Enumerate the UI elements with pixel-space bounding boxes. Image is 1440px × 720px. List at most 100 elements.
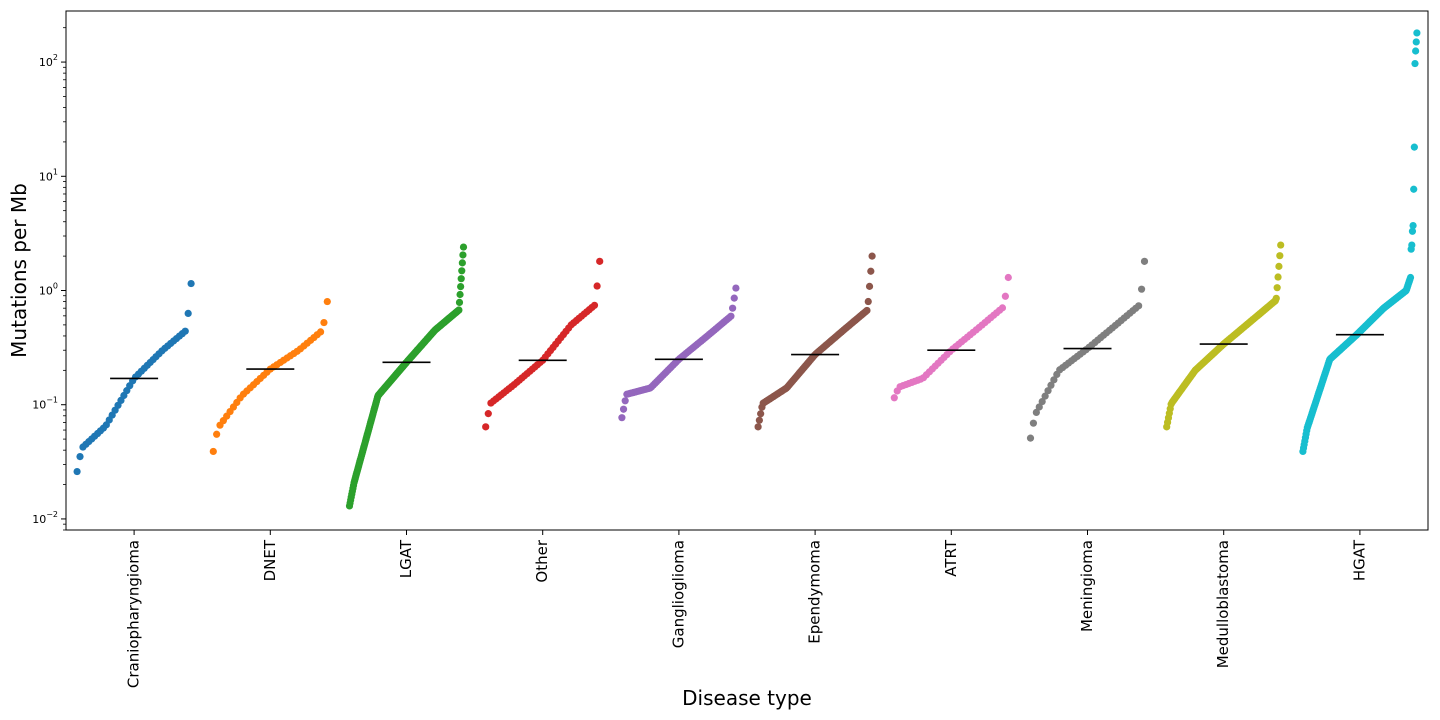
data-point [213, 430, 221, 438]
data-point [754, 423, 762, 431]
data-point [320, 318, 328, 327]
data-points-layer [73, 29, 1421, 510]
data-point [184, 309, 192, 317]
data-point [1137, 285, 1146, 293]
data-point [1408, 227, 1417, 235]
data-point [1413, 29, 1421, 37]
data-point [1001, 292, 1009, 300]
data-point [187, 279, 195, 288]
data-point [1272, 294, 1280, 302]
data-point [730, 294, 738, 302]
data-point [457, 275, 465, 283]
data-point [596, 257, 604, 265]
data-point [1273, 284, 1281, 292]
data-point [455, 298, 464, 307]
data-point [1026, 434, 1035, 442]
data-point [1032, 408, 1040, 417]
y-tick-label: 102 [39, 53, 58, 69]
data-point [865, 282, 874, 290]
y-axis-title: Mutations per Mb [7, 183, 31, 358]
x-tick-label: LGAT [397, 539, 415, 578]
data-point [590, 301, 599, 309]
data-point [316, 328, 325, 336]
data-point [76, 452, 84, 461]
data-point [1276, 252, 1284, 260]
data-point [755, 416, 763, 424]
data-point [458, 259, 466, 267]
x-tick-label: ATRT [942, 539, 960, 577]
data-point [727, 312, 735, 320]
data-point [1277, 241, 1285, 249]
data-point [1410, 143, 1418, 151]
data-point [868, 252, 876, 260]
series-ependymoma [754, 252, 876, 431]
data-point [1044, 387, 1052, 395]
data-point [1135, 302, 1143, 310]
x-axis-title: Disease type [682, 686, 812, 710]
series-lgat [345, 243, 468, 510]
series-dnet [209, 297, 331, 456]
x-tick-label: Meningioma [1078, 540, 1096, 632]
x-tick-label: HGAT [1350, 539, 1368, 581]
data-point [890, 394, 898, 402]
data-point [1004, 273, 1012, 282]
series-medulloblastoma [1163, 241, 1285, 431]
data-point [456, 290, 464, 299]
data-point [1408, 241, 1416, 249]
data-point [1050, 376, 1058, 384]
data-point [998, 304, 1007, 312]
x-tick-label: Ganglioglioma [669, 540, 687, 648]
data-point [618, 414, 626, 422]
data-point [593, 282, 601, 290]
data-point [867, 267, 875, 275]
data-point [323, 297, 331, 306]
data-point [458, 267, 466, 275]
data-point [1409, 222, 1417, 230]
data-point [457, 283, 465, 291]
series-meningioma [1026, 257, 1149, 442]
data-point [459, 251, 467, 259]
series-atrt [890, 273, 1012, 402]
series-craniopharyngioma [73, 279, 195, 476]
x-tick-label: Medulloblastoma [1214, 540, 1232, 668]
data-point [1140, 257, 1149, 265]
y-tick-label: 10−1 [32, 396, 58, 412]
data-point [1041, 392, 1049, 400]
data-point [73, 467, 81, 476]
data-point [1047, 381, 1055, 389]
y-tick-label: 100 [39, 282, 58, 298]
data-point [1406, 273, 1415, 282]
data-point [1411, 59, 1419, 68]
data-point [864, 297, 872, 306]
series-ganglioglioma [618, 284, 740, 422]
data-point [482, 423, 490, 431]
data-point [1412, 38, 1420, 46]
data-point [181, 327, 189, 335]
y-tick-label: 101 [39, 167, 58, 183]
data-point [1275, 262, 1283, 270]
plot-frame [65, 10, 1429, 531]
x-tick-label: Ependymoma [806, 540, 824, 644]
y-tick-label: 10−2 [32, 510, 58, 526]
data-point [863, 306, 871, 315]
x-tick-label: DNET [261, 539, 279, 581]
data-point [729, 304, 737, 312]
data-point [1038, 397, 1046, 406]
x-tick-label: Craniopharyngioma [125, 540, 143, 688]
data-point [1410, 185, 1418, 193]
data-point [1274, 273, 1282, 281]
x-tick-label: Other [533, 539, 551, 582]
median-lines-layer [110, 333, 1384, 380]
data-point [757, 410, 765, 418]
x-axis: Craniopharyngioma DNET LGAT Other Gangliogli… [125, 530, 1368, 688]
data-point [621, 397, 629, 405]
data-point [455, 306, 463, 314]
data-point [1035, 403, 1043, 411]
data-point [732, 284, 740, 292]
data-point [209, 447, 217, 456]
data-point [1029, 419, 1038, 427]
series-hgat [1299, 29, 1421, 456]
data-point [484, 410, 492, 418]
